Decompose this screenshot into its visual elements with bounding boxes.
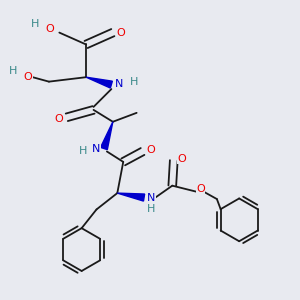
Text: H: H (130, 77, 138, 87)
Text: O: O (146, 145, 155, 155)
Text: H: H (9, 66, 17, 76)
Text: O: O (46, 24, 54, 34)
Text: O: O (196, 184, 205, 194)
Text: O: O (54, 114, 63, 124)
Text: H: H (79, 146, 87, 157)
Text: O: O (116, 28, 125, 38)
Text: O: O (24, 72, 32, 82)
Text: N: N (92, 144, 101, 154)
Text: H: H (31, 19, 39, 29)
Text: H: H (147, 204, 156, 214)
Text: N: N (115, 79, 123, 89)
Polygon shape (100, 122, 113, 150)
Text: N: N (147, 193, 156, 203)
Polygon shape (117, 193, 145, 201)
Text: O: O (178, 154, 187, 164)
Polygon shape (86, 77, 112, 88)
